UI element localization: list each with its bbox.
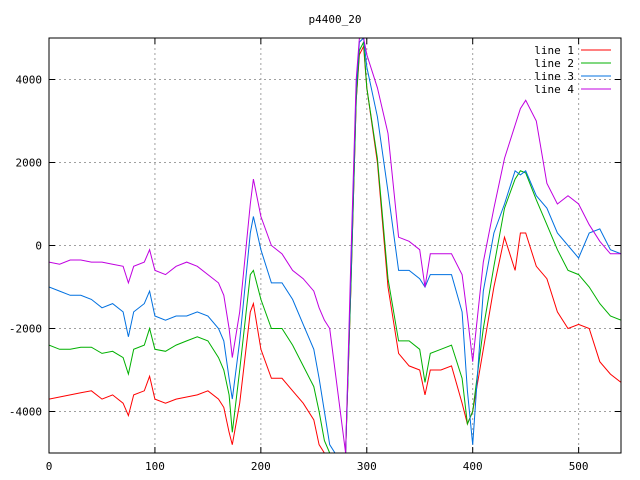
plot-frame xyxy=(48,37,622,454)
legend-label-4: line 4 xyxy=(534,83,574,96)
chart-title: p4400_20 xyxy=(309,13,362,26)
legend-label-2: line 2 xyxy=(534,57,574,70)
legend-label-1: line 1 xyxy=(534,44,574,57)
grid xyxy=(49,38,621,453)
x-tick-label: 300 xyxy=(357,460,377,473)
y-tick-label: 2000 xyxy=(16,157,43,170)
y-tick-label: -2000 xyxy=(9,323,42,336)
x-tick-label: 0 xyxy=(46,460,53,473)
x-tick-label: 100 xyxy=(145,460,165,473)
series-line-4 xyxy=(49,38,621,453)
x-tick-label: 200 xyxy=(251,460,271,473)
legend-label-3: line 3 xyxy=(534,70,574,83)
x-tick-label: 400 xyxy=(463,460,483,473)
y-tick-label: 0 xyxy=(35,240,42,253)
axis-ticks: 0 100 200 300 400 500 -4000 -2000 0 2000 4000 xyxy=(9,38,621,473)
series-line-3 xyxy=(49,38,621,453)
y-tick-label: 4000 xyxy=(16,74,43,87)
series-line-2 xyxy=(49,40,621,453)
series-group xyxy=(49,38,621,453)
y-tick-label: -4000 xyxy=(9,406,42,419)
x-tick-label: 500 xyxy=(569,460,589,473)
series-line-1 xyxy=(49,44,621,453)
